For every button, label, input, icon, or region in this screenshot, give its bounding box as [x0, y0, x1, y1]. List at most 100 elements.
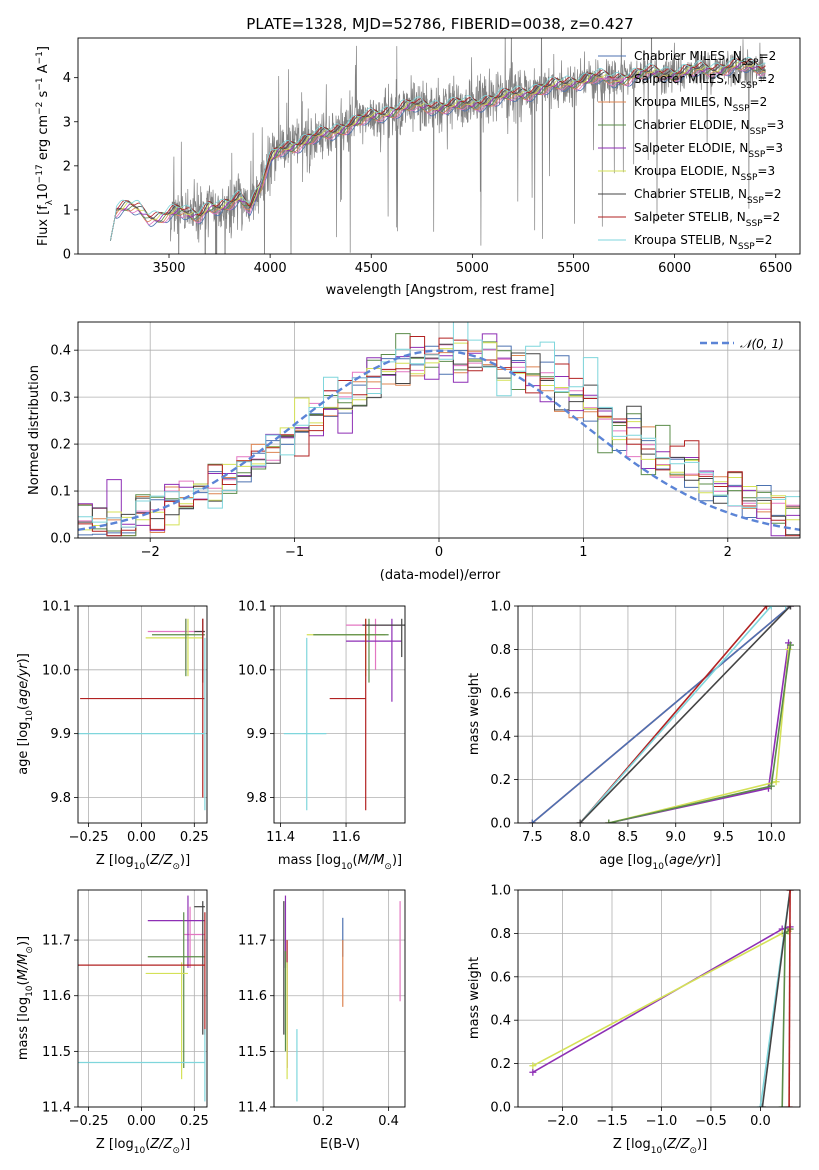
legend-label: Salpeter STELIB, NSSP=2	[634, 210, 780, 229]
mass-weight-marker	[529, 1062, 537, 1070]
x-tick-label: 0.00	[127, 1114, 156, 1129]
normal-curve	[78, 349, 800, 531]
legend-label: Kroupa ELODIE, NSSP=3	[634, 164, 775, 183]
residual-histogram	[78, 336, 800, 537]
y-tick-label: 11.7	[42, 934, 71, 949]
x-tick-label: 0.0	[750, 1114, 771, 1129]
residual-panel: −2 −1 0 1 2 0.0 0.1 0.2 0.3 0.4 𝒩(0, 1) (data-model…	[27, 321, 801, 583]
y-tick-label: 9.8	[50, 791, 71, 806]
mass-weight-line	[579, 606, 786, 823]
x-axis-label: age [log10(age/yr)]	[599, 853, 721, 872]
y-tick-label: 11.7	[238, 934, 267, 949]
x-axis-label: E(B-V)	[320, 1137, 360, 1152]
axes-frame	[273, 889, 406, 1108]
z-weight-panel: −2.0 −1.5 −1.0 −0.5 0.0 0.0 0.2 0.4 0.6 0.8 1.0 Z […	[467, 884, 801, 1156]
legend-label: Salpeter ELODIE, NSSP=3	[634, 141, 783, 160]
mass-age-panel: 11.4 11.6 9.8 9.9 10.0 10.1 mass [log10(M/M⊙)]	[238, 600, 406, 872]
y-tick-label: 0.6	[490, 970, 511, 985]
x-tick-label: 0.25	[180, 1114, 209, 1129]
y-tick-label: 0.0	[490, 817, 511, 832]
x-tick-label: 3500	[152, 261, 185, 276]
x-tick-label: 8.5	[618, 830, 639, 845]
mass-weight-marker	[756, 1103, 764, 1107]
x-tick-label: 6500	[759, 261, 792, 276]
mass-weight-marker	[767, 782, 775, 790]
mass-weight-marker	[605, 819, 613, 823]
y-tick-label: 0.6	[490, 686, 511, 701]
x-tick-label: 0.25	[180, 830, 209, 845]
y-tick-label: 10.1	[42, 600, 71, 615]
y-tick-label: 4	[63, 71, 71, 86]
z-mass-panel: −0.25 0.00 0.25 11.4 11.5 11.6 11.7 Z [log10(Z/…	[16, 889, 209, 1156]
x-tick-label: −1.5	[596, 1114, 628, 1129]
y-tick-label: 10.0	[238, 663, 267, 678]
legend-label: Chabrier ELODIE, NSSP=3	[634, 118, 784, 137]
spectrum-panel: 3500 4000 4500 5000 5500 6000 6500 0 1 2 3 4 wavelen…	[35, 37, 801, 298]
age-weight-panel: 7.5 8.0 8.5 9.0 9.5 10.0 0.0 0.2 0.4 0.6 0.8 1.0 age…	[467, 600, 801, 872]
y-tick-label: 10.1	[238, 600, 267, 615]
x-tick-label: 0.4	[378, 1114, 399, 1129]
x-tick-label: −2.0	[547, 1114, 579, 1129]
x-tick-label: −1.0	[646, 1114, 678, 1129]
legend-label: 𝒩(0, 1)	[740, 337, 784, 351]
legend-label: Kroupa STELIB, NSSP=2	[634, 233, 772, 252]
x-tick-label: −2	[141, 545, 160, 560]
y-tick-label: 1.0	[490, 600, 511, 615]
x-tick-label: 4500	[355, 261, 388, 276]
y-axis-label: age [log10(age/yr)]	[16, 653, 35, 775]
x-tick-label: 2	[724, 545, 732, 560]
x-tick-label: 11.6	[332, 830, 361, 845]
y-tick-label: 0.2	[490, 773, 511, 788]
plot-area	[78, 895, 206, 1102]
y-tick-label: 0.8	[490, 643, 511, 658]
x-tick-label: −1	[285, 545, 304, 560]
y-tick-label: 1.0	[490, 884, 511, 899]
x-tick-label: −0.5	[695, 1114, 727, 1129]
axes-frame	[77, 889, 208, 1108]
mass-weight-line	[788, 890, 791, 1107]
y-tick-label: 9.9	[246, 727, 267, 742]
mass-weight-marker	[763, 606, 771, 610]
y-tick-label: 11.4	[238, 1101, 267, 1116]
y-tick-label: 0.3	[50, 391, 71, 406]
plot-area	[78, 322, 800, 537]
mass-weight-line	[608, 644, 792, 823]
x-tick-label: 9.0	[665, 830, 686, 845]
mass-weight-line	[579, 606, 791, 823]
x-axis-label: Z [log10(Z/Z⊙)]	[613, 1137, 707, 1156]
x-axis-label: Z [log10(Z/Z⊙)]	[96, 1137, 190, 1156]
y-tick-label: 11.6	[42, 989, 71, 1004]
y-tick-label: 9.8	[246, 791, 267, 806]
mass-weight-marker	[576, 819, 584, 823]
plot-area	[283, 895, 401, 1102]
y-tick-label: 0.4	[490, 730, 511, 745]
y-tick-label: 0.2	[490, 1057, 511, 1072]
x-tick-label: 11.4	[266, 830, 295, 845]
x-tick-label: 8.0	[570, 830, 591, 845]
y-tick-label: 0.2	[50, 438, 71, 453]
x-tick-label: 5000	[456, 261, 489, 276]
x-tick-label: 6000	[658, 261, 691, 276]
mass-weight-marker	[785, 1103, 793, 1107]
mass-weight-line	[608, 642, 790, 823]
y-axis-label: mass [log10(M/M⊙)]	[16, 936, 35, 1060]
axes-frame	[273, 605, 406, 824]
x-tick-label: 7.5	[522, 830, 543, 845]
x-tick-label: 4000	[254, 261, 287, 276]
mass-weight-marker	[528, 819, 536, 823]
residual-histogram	[78, 322, 800, 528]
ebv-mass-panel: 0.2 0.4 11.4 11.5 11.6 11.7 E(B-V)	[238, 889, 406, 1152]
mass-weight-marker	[758, 1103, 766, 1107]
axes-frame	[517, 605, 801, 824]
x-tick-label: 0.00	[127, 830, 156, 845]
y-tick-label: 0	[63, 248, 71, 263]
x-tick-label: −0.25	[69, 830, 109, 845]
plot-area	[78, 618, 206, 811]
y-axis-label: mass weight	[467, 957, 482, 1039]
x-tick-label: 0	[435, 545, 443, 560]
x-tick-label: 9.5	[713, 830, 734, 845]
y-axis-label: Flux [fλ10−17 erg cm−2 s−1 A−1]	[35, 46, 55, 246]
model-spectrum	[110, 56, 766, 241]
y-tick-label: 0.8	[490, 927, 511, 942]
axes-frame	[77, 605, 208, 824]
